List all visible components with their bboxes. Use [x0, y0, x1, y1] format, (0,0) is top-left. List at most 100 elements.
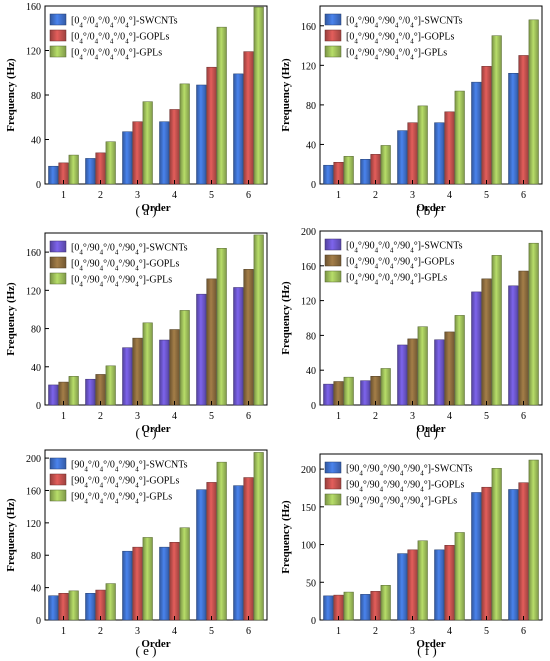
plot-frame-f: [319, 453, 543, 621]
y-tick-label-a: 0: [36, 180, 41, 191]
y-axis-label-a: Frequency (Hz): [5, 58, 17, 132]
bar-c-2-6: [243, 269, 254, 406]
bar-d-2-2: [370, 376, 381, 406]
bar-e-3-4: [179, 527, 190, 621]
x-tick-label-b: 5: [484, 190, 489, 201]
legend-swatch-d-2: [324, 254, 342, 267]
legend-label-b-2: [04°/904°/904°/04°]-GOPLs: [346, 32, 454, 46]
x-tick-label-c: 2: [98, 411, 103, 422]
y-tick-label-b: 40: [306, 140, 316, 151]
bar-f-3-1: [343, 591, 354, 621]
bar-a-3-2: [105, 141, 116, 185]
y-tick-label-a: 40: [31, 136, 41, 147]
bar-b-2-3: [407, 122, 418, 185]
bar-d-2-6: [518, 270, 529, 406]
bar-b-2-2: [370, 154, 381, 185]
bar-e-2-4: [169, 542, 180, 621]
x-tick-label-e: 5: [209, 626, 214, 637]
bar-c-2-3: [132, 337, 143, 406]
x-tick-label-f: 1: [336, 626, 341, 637]
x-tick-label-b: 4: [447, 190, 452, 201]
x-axis-label-f: Order: [416, 638, 445, 650]
x-tick-label-b: 3: [410, 190, 415, 201]
legend-label-c-3: [04°/904°/04°/904°]-GPLs: [71, 275, 172, 289]
bar-c-3-1: [68, 376, 79, 406]
bar-d-2-3: [407, 338, 418, 406]
y-tick-label-c: 120: [26, 286, 41, 297]
bar-e-1-6: [233, 485, 244, 621]
bar-a-3-3: [142, 101, 153, 185]
x-tick-label-a: 4: [172, 190, 177, 201]
bar-d-2-4: [444, 331, 455, 406]
x-tick-label-f: 4: [447, 626, 452, 637]
bar-a-3-1: [68, 154, 79, 185]
x-tick-label-a: 1: [61, 190, 66, 201]
y-axis-label-e: Frequency (Hz): [5, 498, 17, 572]
bar-d-1-3: [397, 344, 408, 406]
x-tick-label-e: 2: [98, 626, 103, 637]
bar-e-2-5: [206, 482, 217, 621]
bar-f-1-5: [471, 492, 482, 621]
x-tick-label-c: 3: [135, 411, 140, 422]
x-tick-label-c: 1: [61, 411, 66, 422]
bar-d-3-1: [343, 376, 354, 406]
bar-c-1-4: [159, 339, 170, 406]
legend-swatch-c-1: [49, 240, 67, 253]
legend-label-c-1: [04°/904°/04°/904°]-SWCNTs: [71, 243, 188, 257]
legend-label-a-1: [04°/04°/04°/04°]-SWCNTs: [71, 16, 178, 30]
x-tick-label-e: 6: [246, 626, 251, 637]
bar-a-1-4: [159, 121, 170, 185]
legend-swatch-c-2: [49, 256, 67, 269]
x-tick-label-f: 6: [521, 626, 526, 637]
bar-a-3-4: [179, 83, 190, 185]
bar-e-1-4: [159, 546, 170, 621]
y-tick-label-b: 0: [311, 180, 316, 191]
bar-e-1-2: [85, 593, 96, 621]
bar-e-3-3: [142, 537, 153, 621]
bar-e-1-5: [196, 489, 207, 621]
y-tick-label-c: 160: [26, 248, 41, 259]
bar-e-2-2: [95, 589, 106, 621]
bar-e-3-2: [105, 583, 116, 621]
legend-label-c-2: [04°/904°/04°/904°]-GOPLs: [71, 259, 179, 273]
y-tick-label-d: 160: [301, 262, 316, 273]
chart-panel-e: 0 40 80 120 160 200 1 2 3 4 5 6 Order Frequency (Hz) […: [5, 449, 268, 650]
bar-a-1-6: [233, 73, 244, 185]
chart-panel-b: 0 40 80 120 160 1 2 3 4 5 6 Order Frequency (Hz) [04°…: [280, 5, 543, 214]
y-tick-label-a: 80: [31, 91, 41, 102]
x-axis-label-b: Order: [416, 202, 445, 214]
legend-label-f-2: [904°/904°/904°/904°]-GOPLs: [346, 480, 464, 494]
y-tick-label-d: 120: [301, 297, 316, 308]
bar-d-3-2: [380, 368, 391, 406]
bar-b-2-5: [481, 66, 492, 185]
legend-label-d-2: [04°/904°/04°/904°]-GOPLs: [346, 257, 454, 271]
bar-f-3-3: [417, 540, 428, 621]
x-tick-label-a: 5: [209, 190, 214, 201]
bar-c-3-4: [179, 310, 190, 406]
y-tick-label-f: 100: [301, 541, 316, 552]
panel-caption-f: ( f ): [417, 643, 437, 658]
bar-a-2-5: [206, 66, 217, 185]
bar-e-3-1: [68, 590, 79, 621]
legend-swatch-e-3: [49, 489, 67, 502]
bar-b-1-4: [434, 122, 445, 185]
bar-c-2-4: [169, 329, 180, 406]
bar-c-1-6: [233, 287, 244, 406]
y-tick-label-e: 160: [26, 486, 41, 497]
legend-label-a-3: [04°/04°/04°/04°]-GPLs: [71, 48, 162, 62]
panel-caption-b: ( b ): [416, 203, 438, 218]
x-axis-label-e: Order: [141, 638, 170, 650]
bar-b-1-3: [397, 130, 408, 185]
bar-b-3-2: [380, 145, 391, 185]
bar-d-1-5: [471, 291, 482, 406]
y-axis-label-c: Frequency (Hz): [5, 282, 17, 356]
legend-label-e-2: [904°/04°/04°/904°]-GOPLs: [71, 476, 179, 490]
legend-swatch-b-2: [324, 29, 342, 42]
bar-f-1-3: [397, 553, 408, 621]
panel-caption-d: ( d ): [416, 425, 438, 440]
legend-label-d-1: [04°/904°/04°/904°]-SWCNTs: [346, 241, 463, 255]
y-tick-label-b: 80: [306, 101, 316, 112]
bar-c-3-3: [142, 322, 153, 406]
y-tick-label-d: 0: [311, 401, 316, 412]
